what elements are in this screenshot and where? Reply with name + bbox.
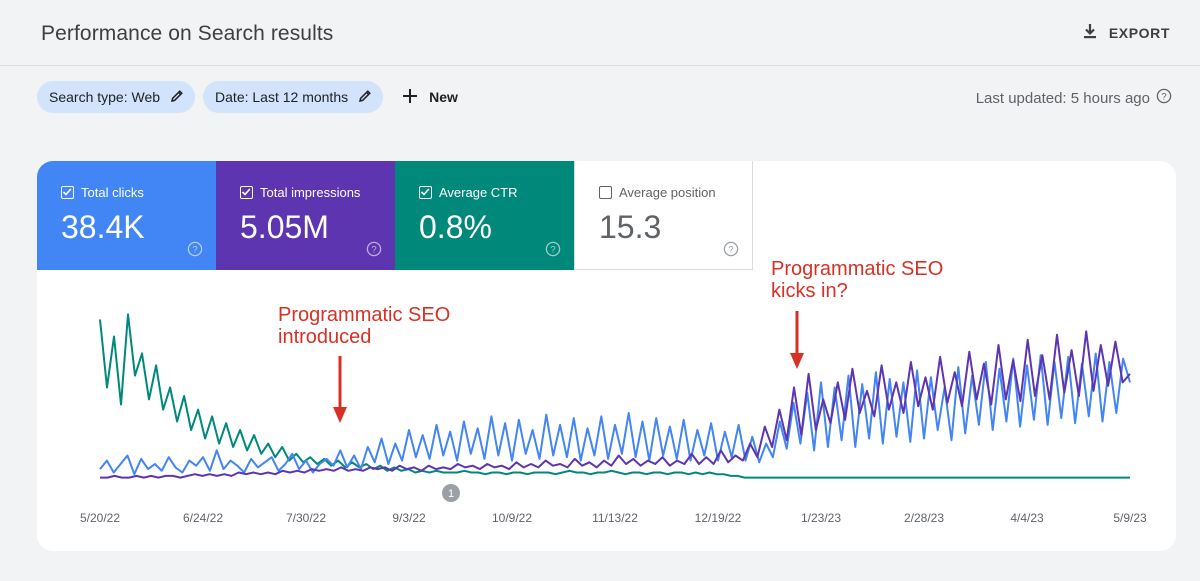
checkbox-checked-icon[interactable] (61, 186, 74, 199)
svg-text:?: ? (550, 244, 555, 255)
metric-value: 15.3 (599, 209, 662, 245)
help-icon[interactable]: ? (723, 241, 739, 262)
new-filter-label: New (429, 89, 458, 105)
last-updated: Last updated: 5 hours ago ? (976, 88, 1172, 108)
svg-text:?: ? (728, 244, 733, 255)
export-button[interactable]: EXPORT (1081, 20, 1170, 46)
metric-label: Average position (619, 185, 716, 200)
edit-pencil-icon (358, 89, 372, 106)
search-type-chip[interactable]: Search type: Web (37, 81, 196, 113)
checkbox-checked-icon[interactable] (240, 186, 253, 199)
svg-text:?: ? (371, 244, 376, 255)
series-line-total-clicks (99, 352, 1131, 476)
date-label: Date: Last 12 months (215, 89, 349, 105)
help-icon[interactable]: ? (1156, 88, 1172, 108)
edit-pencil-icon (170, 89, 184, 106)
metric-average-position[interactable]: Average position 15.3 ? (574, 161, 753, 270)
x-tick-label: 5/9/23 (1113, 511, 1147, 525)
svg-text:?: ? (192, 244, 197, 255)
x-tick-label: 5/20/22 (80, 511, 120, 525)
metric-label: Total clicks (81, 185, 144, 200)
metric-value: 38.4K (61, 209, 145, 245)
x-tick-label: 9/3/22 (392, 511, 426, 525)
x-tick-label: 4/4/23 (1010, 511, 1044, 525)
metric-total-clicks[interactable]: Total clicks 38.4K ? (37, 161, 216, 270)
metric-label: Average CTR (439, 185, 518, 200)
checkbox-checked-icon[interactable] (419, 186, 432, 199)
annotation-line: introduced (278, 326, 372, 348)
search-type-label: Search type: Web (49, 89, 161, 105)
x-tick-label: 1/23/23 (801, 511, 841, 525)
help-icon[interactable]: ? (366, 241, 382, 262)
metric-tiles: Total clicks 38.4K ? Total impressions 5… (37, 161, 753, 270)
header-bar: Performance on Search results EXPORT (0, 0, 1200, 66)
x-tick-label: 6/24/22 (183, 511, 223, 525)
annotation-line: kicks in? (771, 280, 848, 302)
annotation-marker[interactable]: 1 (442, 484, 460, 502)
metric-value: 0.8% (419, 209, 492, 245)
annotation-marker-label: 1 (448, 488, 454, 500)
checkbox-unchecked-icon[interactable] (599, 186, 612, 199)
x-tick-label: 11/13/22 (592, 511, 638, 525)
date-chip[interactable]: Date: Last 12 months (203, 81, 384, 113)
export-label: EXPORT (1108, 25, 1170, 41)
page-title: Performance on Search results (41, 22, 334, 45)
performance-chart[interactable]: 5/20/22 6/24/22 7/30/22 9/3/22 10/9/22 11/13/… (37, 161, 1176, 551)
metric-value: 5.05M (240, 209, 329, 245)
performance-card: Total clicks 38.4K ? Total impressions 5… (37, 161, 1176, 551)
annotation-arrow-1 (333, 356, 347, 423)
metric-total-impressions[interactable]: Total impressions 5.05M ? (216, 161, 395, 270)
filter-bar: Search type: Web Date: Last 12 months (37, 81, 458, 113)
metric-average-ctr[interactable]: Average CTR 0.8% ? (395, 161, 574, 270)
annotation-line: Programmatic SEO (771, 258, 944, 280)
new-filter-button[interactable]: New (401, 87, 458, 108)
annotation-line: Programmatic SEO (278, 304, 451, 326)
metric-label: Total impressions (260, 185, 361, 200)
annotation-arrow-2 (790, 311, 804, 369)
download-icon (1081, 22, 1099, 45)
series-line-average-ctr (99, 313, 1130, 479)
help-icon[interactable]: ? (187, 241, 203, 262)
last-updated-text: Last updated: 5 hours ago (975, 89, 1150, 107)
x-tick-label: 2/28/23 (904, 511, 944, 525)
annotation-programmatic-seo-introduced: Programmatic SEO introduced (278, 304, 450, 348)
series-line-total-impressions (100, 330, 1131, 479)
x-tick-label: 12/19/22 (695, 511, 742, 525)
x-tick-label: 10/9/22 (492, 511, 532, 525)
plus-icon (401, 87, 419, 108)
annotation-programmatic-seo-kicks-in: Programmatic SEO kicks in? (771, 258, 943, 302)
help-icon[interactable]: ? (545, 241, 561, 262)
svg-text:?: ? (1161, 91, 1166, 102)
x-tick-label: 7/30/22 (286, 511, 326, 525)
